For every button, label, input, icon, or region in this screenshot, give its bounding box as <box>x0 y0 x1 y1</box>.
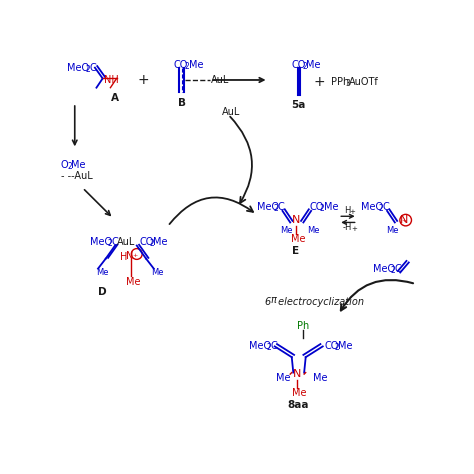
Text: MeO: MeO <box>249 341 271 351</box>
Text: -H: -H <box>343 223 352 232</box>
Text: C: C <box>90 63 96 73</box>
Text: CO: CO <box>310 202 324 212</box>
Text: 8aa: 8aa <box>287 400 309 410</box>
Text: Me: Me <box>280 227 292 236</box>
Text: AuL: AuL <box>118 237 136 246</box>
Text: Me: Me <box>307 60 321 70</box>
Text: E: E <box>292 246 299 256</box>
Text: MeO: MeO <box>67 63 89 73</box>
Text: C: C <box>383 202 389 212</box>
Text: MeO: MeO <box>373 264 395 273</box>
Text: AuL: AuL <box>211 75 229 85</box>
Text: Me: Me <box>313 373 328 383</box>
Text: PPh: PPh <box>330 76 349 87</box>
Text: +: + <box>133 253 138 258</box>
Text: π: π <box>270 295 276 305</box>
Text: Me: Me <box>307 227 320 236</box>
Text: Me: Me <box>324 202 338 212</box>
Text: D: D <box>98 287 107 297</box>
Text: Me: Me <box>153 237 167 246</box>
Text: Me: Me <box>386 227 399 236</box>
Text: 2: 2 <box>319 204 324 213</box>
Text: 3: 3 <box>345 79 350 88</box>
Text: Me: Me <box>126 277 140 287</box>
Text: C: C <box>111 237 118 246</box>
Text: 5a: 5a <box>291 100 305 109</box>
Text: 2: 2 <box>274 204 279 213</box>
Text: 2: 2 <box>107 239 112 248</box>
Text: A: A <box>111 93 119 103</box>
Text: MeO: MeO <box>90 237 112 246</box>
Text: 2: 2 <box>390 265 395 274</box>
Text: 2: 2 <box>86 64 91 73</box>
Text: electrocyclization: electrocyclization <box>275 297 364 307</box>
Text: Me: Me <box>71 160 85 170</box>
Text: C: C <box>394 264 401 273</box>
Text: 2: 2 <box>185 62 190 71</box>
Text: Me: Me <box>189 60 203 70</box>
Text: +: + <box>313 74 325 89</box>
Text: +: + <box>349 209 355 215</box>
Text: 2: 2 <box>149 239 154 248</box>
Text: AuL: AuL <box>222 107 240 118</box>
Text: Me: Me <box>96 268 109 277</box>
Text: +: + <box>137 73 149 87</box>
Text: CO: CO <box>292 60 306 70</box>
Text: Me: Me <box>338 341 353 351</box>
Text: CO: CO <box>324 341 339 351</box>
Text: Me: Me <box>151 268 163 277</box>
Text: 2: 2 <box>334 343 339 352</box>
Text: C: C <box>278 202 284 212</box>
Text: 2: 2 <box>379 204 383 213</box>
Text: 6: 6 <box>264 297 271 307</box>
Text: Me: Me <box>292 388 306 398</box>
Text: N: N <box>292 215 301 225</box>
Text: Me: Me <box>276 373 291 383</box>
Text: 2: 2 <box>67 162 72 171</box>
Text: N: N <box>293 369 301 379</box>
Text: 2: 2 <box>302 62 307 71</box>
Text: H: H <box>345 206 351 215</box>
Text: N: N <box>126 251 133 261</box>
Text: 2: 2 <box>266 343 271 352</box>
Text: +: + <box>352 226 357 232</box>
Text: B: B <box>178 98 186 108</box>
Text: Ph: Ph <box>297 321 310 331</box>
Text: - --AuL: - --AuL <box>61 171 92 181</box>
Text: AuOTf: AuOTf <box>349 76 379 87</box>
Text: +: + <box>401 219 407 223</box>
Text: O: O <box>61 160 68 170</box>
Text: H: H <box>120 252 127 262</box>
Text: MeO: MeO <box>362 202 383 212</box>
Text: N: N <box>400 215 409 225</box>
Text: MeO: MeO <box>257 202 279 212</box>
Text: Me: Me <box>291 234 305 245</box>
Text: NH: NH <box>104 75 119 85</box>
Text: CO: CO <box>174 60 188 70</box>
Text: CO: CO <box>139 237 154 246</box>
Text: C: C <box>270 341 277 351</box>
